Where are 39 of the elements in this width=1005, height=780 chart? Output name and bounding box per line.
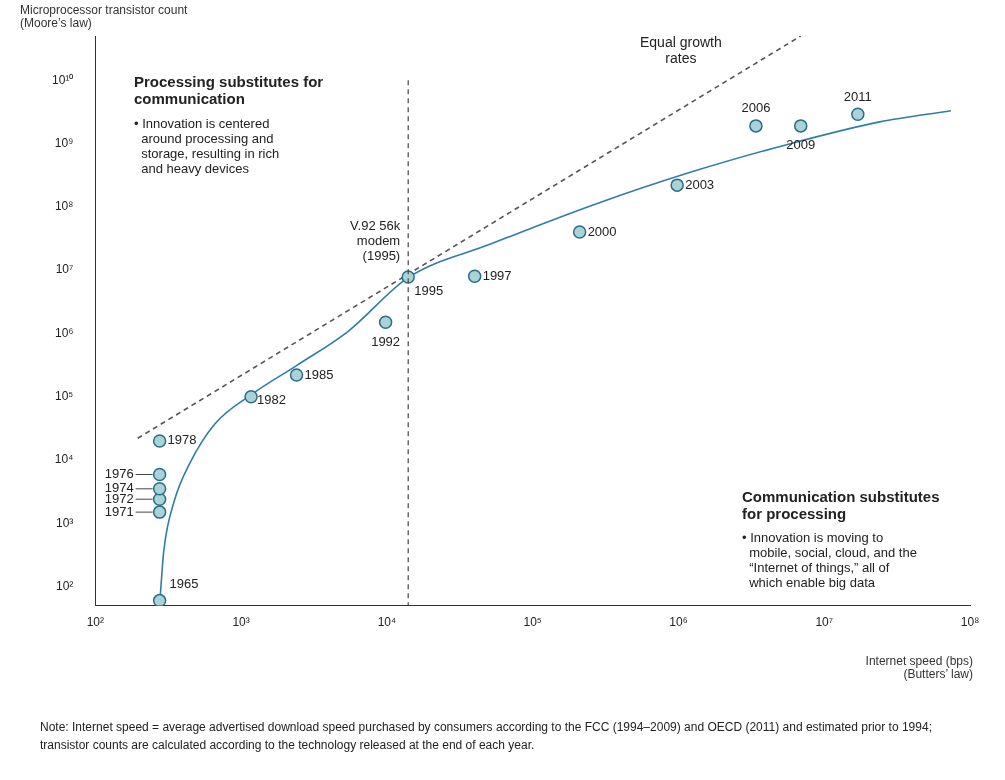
text: Note: Internet speed = average advertised download speed purchased by consumers according to the FCC (1994–2009) and OECD (2011) and estimated prior to 1994; transistor counts are calculated according to the technology released at the end of each year. bbox=[40, 719, 933, 754]
annotation: 2011 bbox=[843, 88, 872, 104]
x-tick-label: 10⁴ bbox=[377, 615, 397, 630]
annotation: 2003 bbox=[685, 176, 715, 192]
annotation: 1978 bbox=[167, 432, 197, 448]
x-tick-label: 10⁶ bbox=[669, 615, 688, 630]
annotation: 1971 bbox=[104, 503, 134, 519]
annotation: 2000 bbox=[587, 223, 617, 239]
annotation: 1982 bbox=[257, 392, 286, 408]
annotation: 2009 bbox=[786, 137, 816, 153]
y-tick-label: 10⁹ bbox=[54, 135, 74, 150]
y-tick-label: 10² bbox=[56, 578, 74, 593]
y-tick-label: 10¹⁰ bbox=[52, 72, 74, 87]
ref-line-label: V.92 56k modem (1995) bbox=[350, 217, 401, 263]
annotation: Processing substitutes for communication bbox=[134, 73, 324, 107]
annotation: 1992 bbox=[371, 333, 401, 349]
annotation: 1995 bbox=[414, 282, 444, 298]
y-tick-label: 10³ bbox=[56, 515, 74, 530]
y-tick-label: 10⁴ bbox=[54, 452, 74, 467]
annotation: 1985 bbox=[304, 366, 334, 382]
annotation: 2006 bbox=[741, 100, 771, 116]
annotation: Communication substitutes for processing bbox=[742, 488, 940, 522]
annotation: • Innovation is moving to mobile, social, cloud, and the “Internet of things,” all of which enable big data bbox=[742, 530, 917, 590]
y-tick-label: 10⁶ bbox=[55, 325, 74, 340]
y-axis-title: Microprocessor transistor count (Moore’s law) bbox=[20, 3, 188, 30]
x-tick-label: 10⁷ bbox=[815, 615, 834, 630]
y-tick-label: 10⁷ bbox=[55, 262, 74, 277]
y-tick-label: 10⁸ bbox=[54, 199, 74, 214]
x-tick-label: 10² bbox=[86, 615, 105, 630]
annotation: 1965 bbox=[169, 576, 199, 592]
annotation: 1976 bbox=[104, 466, 134, 482]
annotation: • Innovation is centered around processing and storage, resulting in rich and heavy devices bbox=[134, 116, 280, 176]
annotation: Equal growth rates bbox=[640, 34, 722, 66]
x-axis-title: Internet speed (bps) (Butters’ law) bbox=[865, 654, 973, 681]
x-tick-label: 10³ bbox=[232, 615, 250, 630]
y-tick-label: 10⁵ bbox=[55, 388, 74, 403]
annotation: 1997 bbox=[482, 267, 512, 283]
x-tick-label: 10⁵ bbox=[523, 615, 542, 630]
x-tick-label: 10⁸ bbox=[960, 615, 980, 630]
